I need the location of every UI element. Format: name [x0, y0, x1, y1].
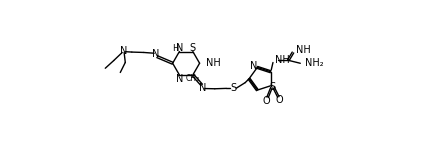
Text: N: N [176, 74, 183, 84]
Text: S: S [190, 43, 196, 53]
Text: H: H [172, 44, 179, 53]
Text: O: O [262, 96, 270, 106]
Text: NH: NH [275, 55, 290, 65]
Text: NH: NH [206, 58, 221, 68]
Text: N: N [120, 46, 128, 56]
Text: N: N [199, 83, 207, 93]
Text: N: N [176, 43, 184, 54]
Text: CH₃: CH₃ [186, 74, 200, 83]
Text: N: N [250, 61, 257, 71]
Text: S: S [230, 83, 236, 93]
Text: NH: NH [296, 45, 311, 55]
Text: N: N [152, 49, 160, 59]
Text: S: S [270, 82, 276, 92]
Text: O: O [276, 95, 284, 105]
Text: NH₂: NH₂ [304, 58, 323, 68]
